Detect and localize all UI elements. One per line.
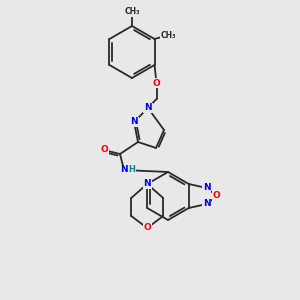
- Text: O: O: [143, 224, 151, 232]
- Text: O: O: [153, 79, 160, 88]
- Text: O: O: [213, 191, 221, 200]
- Text: CH₃: CH₃: [161, 31, 176, 40]
- Text: N: N: [120, 166, 128, 175]
- Text: O: O: [100, 146, 108, 154]
- Text: N: N: [144, 103, 152, 112]
- Text: N: N: [203, 184, 211, 193]
- Text: N: N: [143, 179, 151, 188]
- Text: N: N: [130, 118, 138, 127]
- Text: CH₃: CH₃: [124, 8, 140, 16]
- Text: H: H: [129, 164, 135, 173]
- Text: N: N: [203, 200, 211, 208]
